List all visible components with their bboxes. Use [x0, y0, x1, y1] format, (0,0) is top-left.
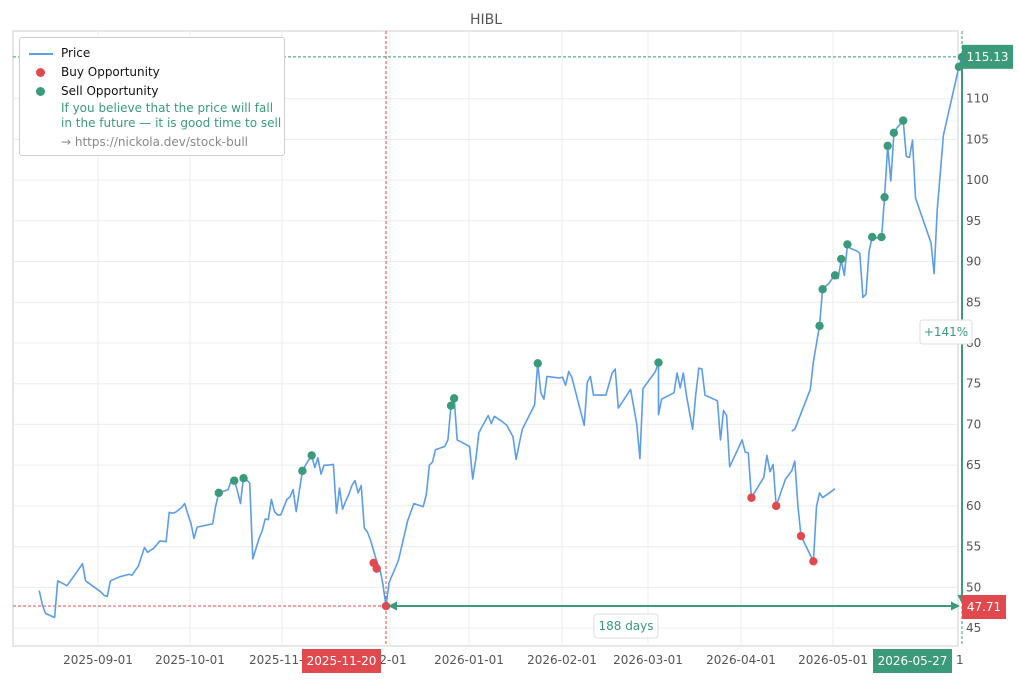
sell-marker [880, 192, 889, 202]
buy-marker [771, 501, 781, 511]
y-tick-label: 110 [966, 92, 989, 106]
legend-note-line-1: If you believe that the price will fall [61, 101, 274, 115]
sell-marker [654, 358, 663, 367]
arrow-head-left-icon [388, 601, 397, 611]
sell-date-label: 2026-05-27 [878, 654, 948, 668]
chart-title: HIBL [470, 12, 502, 28]
sell-marker [815, 321, 824, 331]
buy-price-label: 47.71 [967, 600, 1001, 614]
arrow-head-right-icon [951, 601, 960, 611]
buy-marker [796, 531, 806, 541]
opportunity-markers [214, 52, 967, 611]
buy-date-label: 2025-11-20 [307, 654, 377, 668]
gain-percent-label-box [919, 319, 973, 345]
x-tick-label: 2026-01-01 [434, 653, 504, 667]
y-tick-label: 45 [966, 621, 981, 635]
sell-marker [214, 488, 223, 498]
legend-label-price: Price [61, 46, 91, 60]
sell-marker [830, 271, 840, 280]
y-tick-label: 95 [966, 214, 981, 228]
x-tick-label: 2025-10-01 [155, 653, 225, 667]
y-tick-label: 100 [966, 173, 989, 187]
sell-marker [837, 254, 846, 264]
sell-marker [533, 359, 542, 368]
y-tick-label: 70 [966, 417, 981, 431]
x-tick-label: 2026-02-01 [527, 653, 597, 667]
buy-price-label-badge [962, 595, 1006, 620]
buy-date-label-badge [302, 649, 381, 673]
legend-link[interactable]: → https://nickola.dev/stock-bull [61, 135, 248, 149]
y-tick-label: 50 [966, 580, 981, 594]
sell-date-label-badge [873, 649, 952, 673]
legend-line-icon [29, 53, 53, 55]
x-tick-label: 1 [956, 653, 964, 667]
duration-label: 188 days [598, 619, 653, 633]
sell-marker [889, 128, 899, 138]
reference-labels: +141% 188 days 115.13 47.71 2025-11-20 2026-0… [302, 44, 1013, 673]
sell-marker [877, 232, 886, 242]
sell-marker [446, 401, 456, 410]
y-tick-label: 65 [966, 458, 981, 472]
y-tick-label: 90 [966, 255, 981, 269]
x-tick-label: 2025-11- [249, 653, 303, 667]
sell-marker [883, 141, 892, 151]
x-tick-label: 2-01 [379, 653, 406, 667]
sell-marker [843, 240, 852, 249]
y-tick-label: 85 [966, 295, 981, 309]
y-tick-label: 55 [966, 540, 981, 554]
y-tick-label: 60 [966, 499, 981, 513]
gain-percent-label: +141% [924, 325, 968, 339]
sell-marker [898, 116, 908, 125]
sell-marker [449, 394, 459, 403]
legend-label-sell: Sell Opportunity [61, 84, 159, 98]
buy-marker [372, 564, 381, 573]
sell-marker [867, 232, 877, 242]
sell-marker [298, 466, 307, 476]
x-tick-label: 2026-05-01 [798, 653, 868, 667]
sell-marker [307, 451, 316, 460]
sell-marker [230, 476, 239, 485]
sell-marker [818, 285, 827, 294]
y-tick-label: 105 [966, 132, 989, 146]
sell-price-label-badge [962, 44, 1013, 69]
price-series [38, 56, 963, 619]
x-tick-label: 2026-04-01 [706, 653, 776, 667]
range-arrows [388, 58, 967, 611]
legend-label-buy: Buy Opportunity [61, 65, 160, 79]
price-line [791, 56, 963, 432]
chart-legend: Price Buy Opportunity Sell Opportunity I… [19, 37, 285, 156]
x-tick-label: 2025-09-01 [63, 653, 133, 667]
buy-marker [747, 493, 756, 502]
price-line [38, 361, 836, 619]
legend-note-line-2: in the future — it is good time to sell [61, 116, 282, 130]
sell-dot-icon [36, 87, 45, 96]
buy-marker [381, 601, 391, 611]
y-tick-label: 75 [966, 377, 981, 391]
grid-lines [13, 31, 958, 646]
x-axis-ticks: 2025-09-01 2025-10-01 2025-11- 2-01 2026-01-… [63, 653, 964, 667]
duration-label-box [593, 613, 659, 639]
buy-marker [809, 557, 818, 566]
sell-price-label: 115.13 [967, 50, 1009, 64]
buy-dot-icon [36, 68, 45, 77]
sell-marker [239, 473, 248, 483]
x-tick-label: 2026-03-01 [613, 653, 683, 667]
